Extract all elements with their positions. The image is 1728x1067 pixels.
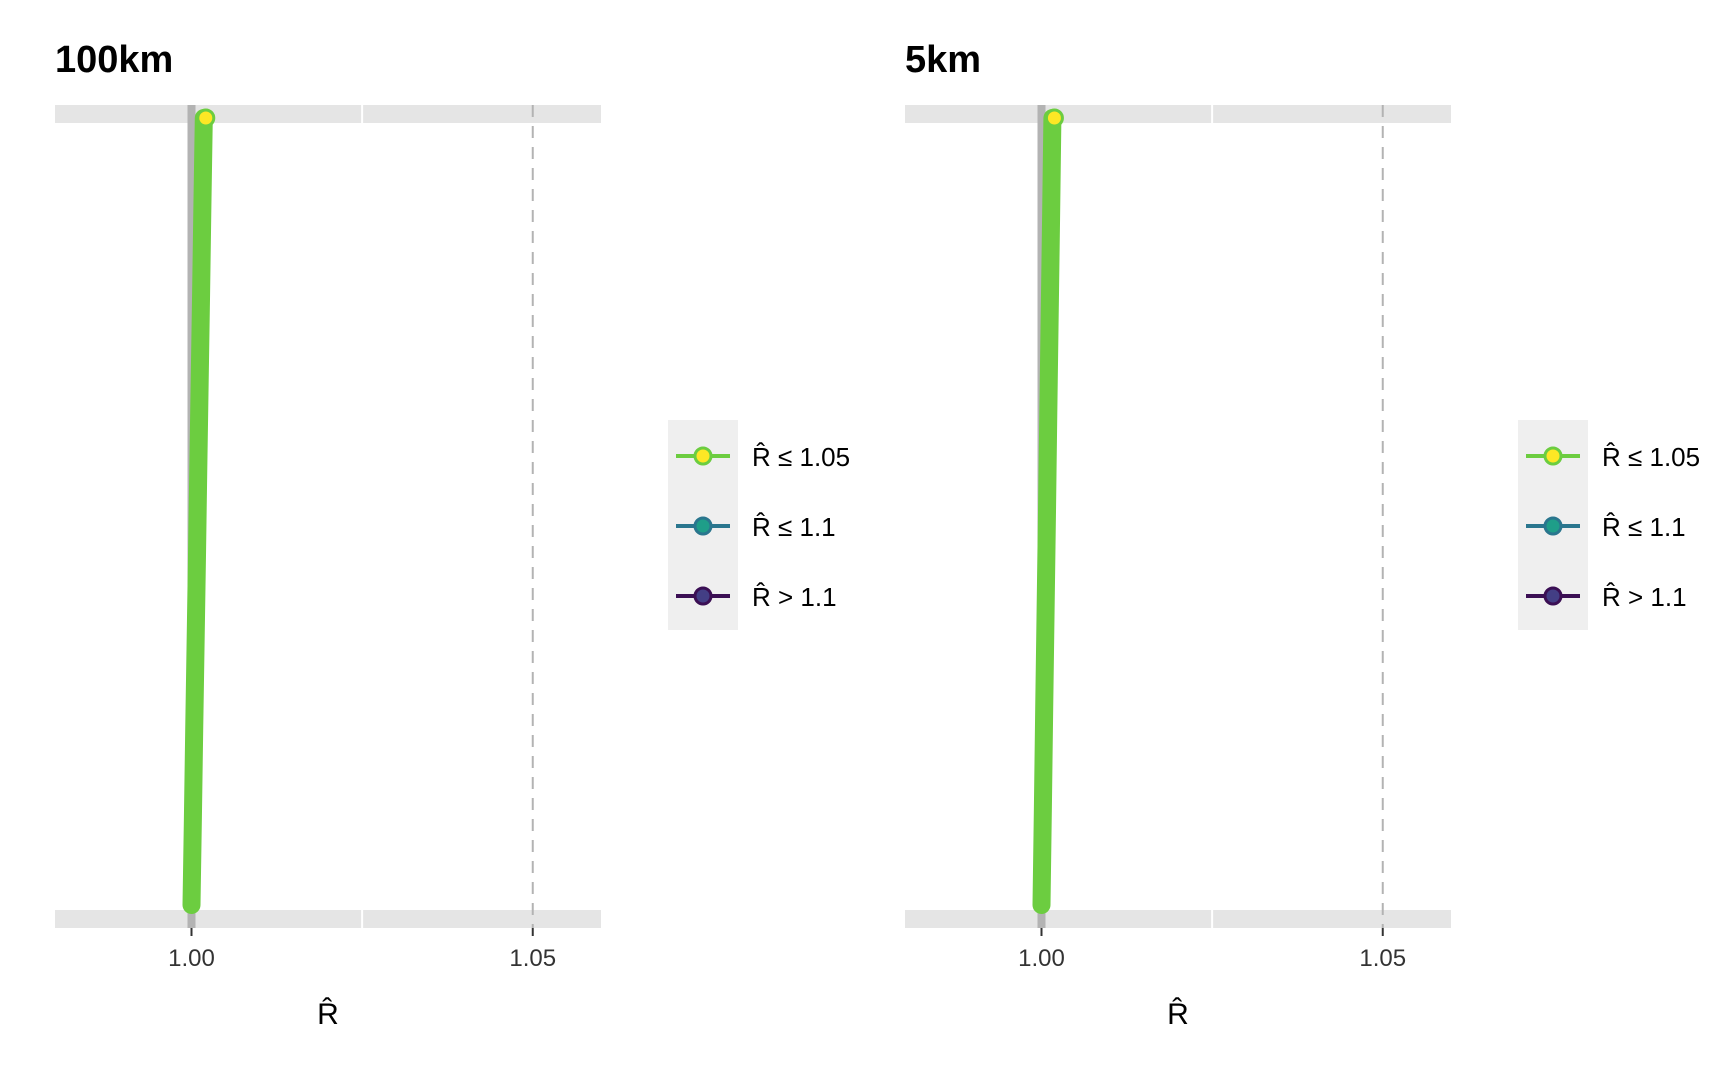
legend-label-0: R̂ ≤ 1.05 (752, 442, 850, 472)
x-tick-label-1: 1.05 (509, 945, 556, 972)
max-rhat-point (1044, 108, 1064, 128)
legend-point-0 (1543, 446, 1563, 466)
legend-point-2 (693, 586, 713, 606)
legend-point-2 (1543, 586, 1563, 606)
legend-point-1 (1543, 516, 1563, 536)
grid-band-bottom (905, 910, 1451, 928)
max-rhat-point (196, 108, 216, 128)
rhat-series-line (1032, 109, 1062, 914)
grid-band-top (905, 105, 1451, 123)
x-tick-label-0: 1.00 (1018, 945, 1065, 972)
legend-label-2: R̂ > 1.1 (1602, 582, 1687, 612)
rhat-series-line (182, 109, 213, 914)
panel-0: 100km 1.00 1.05 R̂ R̂ ≤ 1.05 R̂ ≤ 1.1 R̂ > 1.1 (55, 39, 850, 1031)
x-tick-label-1: 1.05 (1359, 945, 1406, 972)
legend-label-2: R̂ > 1.1 (752, 582, 837, 612)
legend-label-0: R̂ ≤ 1.05 (1602, 442, 1700, 472)
panel-1: 5km 1.00 1.05 R̂ R̂ ≤ 1.05 R̂ ≤ 1.1 R̂ > 1.1 (905, 39, 1700, 1031)
grid-band-bottom (55, 910, 601, 928)
legend: R̂ ≤ 1.05 R̂ ≤ 1.1 R̂ > 1.1 (668, 420, 850, 630)
grid-band-top (55, 105, 601, 123)
legend-label-1: R̂ ≤ 1.1 (1602, 512, 1686, 542)
legend-point-0 (693, 446, 713, 466)
panel-title: 5km (905, 39, 981, 81)
legend: R̂ ≤ 1.05 R̂ ≤ 1.1 R̂ > 1.1 (1518, 420, 1700, 630)
legend-label-1: R̂ ≤ 1.1 (752, 512, 836, 542)
x-axis-title: R̂ (317, 998, 339, 1031)
panel-title: 100km (55, 39, 173, 81)
x-tick-label-0: 1.00 (168, 945, 215, 972)
x-axis-title: R̂ (1167, 998, 1189, 1031)
legend-point-1 (693, 516, 713, 536)
